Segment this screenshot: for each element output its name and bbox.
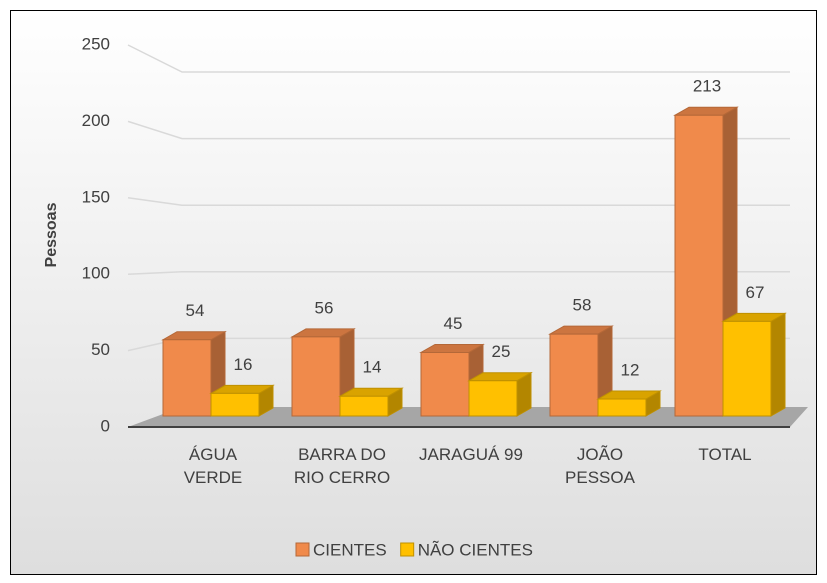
legend-label: NÃO CIENTES (418, 540, 533, 559)
value-label: 16 (234, 355, 253, 374)
value-label: 54 (186, 301, 205, 320)
grid-line (127, 44, 790, 73)
bar-face (339, 395, 389, 417)
y-tick-label: 200 (82, 111, 110, 130)
bar-face (549, 333, 599, 417)
value-label: 213 (693, 77, 721, 96)
bar-face (770, 312, 786, 417)
value-label: 14 (363, 358, 382, 377)
x-tick-label: BARRA DO RIO CERRO (293, 445, 391, 487)
value-label: 56 (315, 298, 334, 317)
bar-face (291, 336, 341, 417)
bar-face (420, 351, 470, 417)
bar (467, 371, 533, 417)
bar (209, 384, 275, 417)
y-tick-label: 0 (101, 416, 110, 435)
value-label: 45 (444, 314, 463, 333)
bar (721, 312, 787, 417)
grid-line (127, 197, 790, 206)
legend-label: CIENTES (313, 540, 387, 559)
legend-swatch (400, 542, 415, 557)
y-tick-label: 100 (82, 264, 110, 283)
bar-face (162, 339, 212, 417)
value-label: 12 (621, 361, 640, 380)
y-tick-label: 250 (82, 34, 110, 53)
bar-face (210, 392, 260, 417)
value-label: 67 (746, 283, 765, 302)
bar (338, 387, 404, 417)
bar-face (722, 320, 772, 417)
x-tick-label: JOÃO PESSOA (565, 445, 635, 487)
grid-line (127, 120, 790, 140)
value-label: 25 (492, 342, 511, 361)
legend-swatch (295, 542, 310, 557)
x-tick-label: TOTAL (698, 445, 752, 464)
grid-line (127, 271, 790, 275)
x-tick-label: JARAGUÁ 99 (419, 445, 523, 464)
y-tick-label: 50 (91, 340, 110, 359)
bar (596, 390, 662, 417)
x-tick-label: ÁGUA VERDE (183, 445, 243, 487)
y-axis-title: Pessoas (43, 202, 60, 267)
bar-face (597, 398, 647, 417)
y-tick-label: 150 (82, 187, 110, 206)
bar-face (674, 114, 724, 417)
value-label: 58 (573, 296, 592, 315)
bar-face (468, 380, 518, 417)
